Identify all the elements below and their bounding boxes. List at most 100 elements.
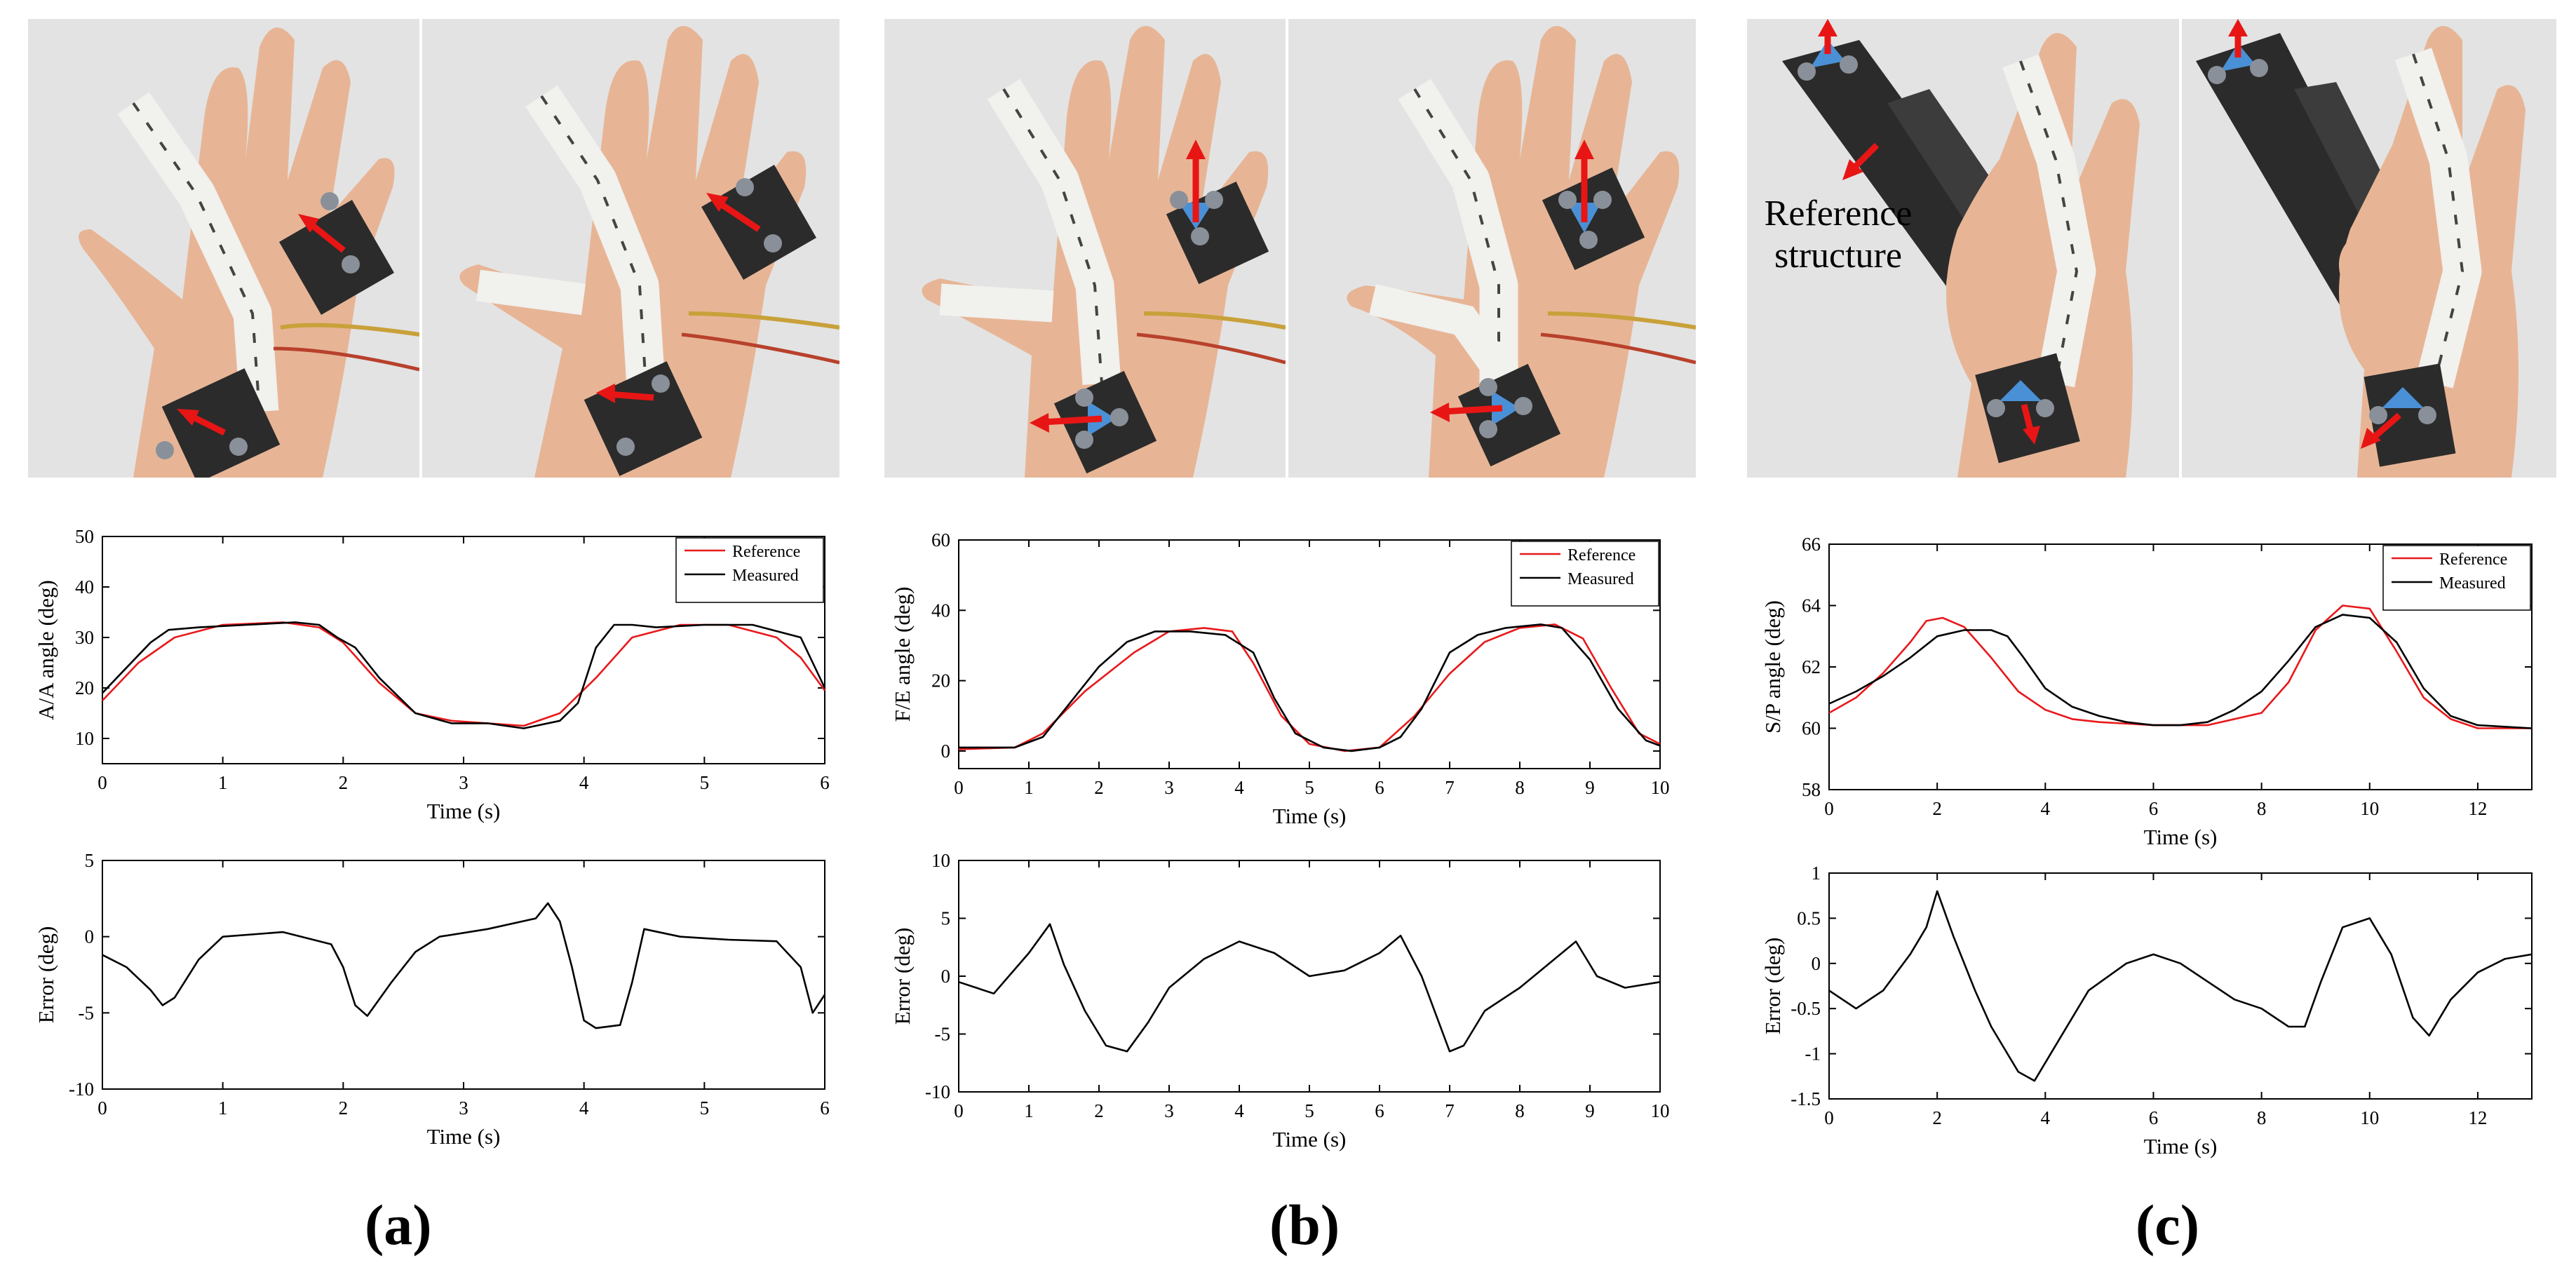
x-tick-label: 12 bbox=[2468, 798, 2487, 819]
hand-exoskeleton-photo bbox=[422, 19, 839, 478]
y-tick-label: 0 bbox=[85, 926, 95, 947]
y-tick-label: 0 bbox=[1812, 953, 1821, 974]
y-tick-label: 58 bbox=[1802, 779, 1821, 800]
x-tick-label: 6 bbox=[2149, 798, 2159, 819]
x-axis-label: Time (s) bbox=[427, 799, 501, 823]
x-tick-label: 7 bbox=[1445, 777, 1455, 798]
chart-b-error: 0 1 2 3 4 5 6 7 8 9 10 -10 -5 0 5 10 Time (s) Error (deg) bbox=[877, 849, 1697, 1164]
y-tick-label: 1 bbox=[1812, 863, 1821, 884]
y-tick-label: 20 bbox=[75, 677, 94, 698]
x-tick-label: 8 bbox=[1515, 1100, 1525, 1121]
x-tick-label: 4 bbox=[1234, 1100, 1244, 1121]
y-tick-label: 30 bbox=[75, 627, 94, 648]
x-axis-label: Time (s) bbox=[1273, 1127, 1347, 1151]
chart-svg: 0 1 2 3 4 5 6 -10 -5 0 5 Time (s) Error (deg) bbox=[34, 850, 830, 1149]
x-tick-label: 4 bbox=[579, 1097, 589, 1119]
chart-b-angle: 0 1 2 3 4 5 6 7 8 9 10 0 20 40 60 Time (s) F/E angle (de… bbox=[877, 526, 1697, 838]
y-tick-label: -10 bbox=[69, 1079, 94, 1100]
legend-label: Reference bbox=[732, 543, 800, 561]
legend-label: Reference bbox=[1567, 546, 1636, 565]
marker-ball-icon bbox=[1798, 55, 2054, 417]
legend-label: Measured bbox=[732, 567, 799, 585]
x-tick-label: 6 bbox=[820, 1097, 830, 1119]
y-tick-label: 64 bbox=[1802, 595, 1821, 616]
y-tick-label: 0 bbox=[941, 741, 951, 762]
x-tick-label: 0 bbox=[954, 1100, 964, 1121]
x-tick-label: 2 bbox=[1094, 777, 1104, 798]
x-tick-label: 9 bbox=[1585, 777, 1595, 798]
legend-box bbox=[2382, 545, 2531, 611]
x-tick-label: 7 bbox=[1445, 1100, 1455, 1121]
red-arrow-icon bbox=[2228, 19, 2401, 449]
chart-a-angle: 0 1 2 3 4 5 6 10 20 30 40 50 Time (s) A/A angle (deg)… bbox=[21, 526, 842, 835]
x-tick-label: 4 bbox=[2041, 798, 2051, 819]
series-line-measured bbox=[102, 621, 826, 729]
hand-exoskeleton-photo bbox=[28, 19, 419, 478]
series-line-reference bbox=[1828, 604, 2532, 729]
series-line-measured bbox=[1828, 614, 2533, 729]
hand-grip-photo bbox=[1747, 19, 2179, 478]
red-arrow-icon bbox=[1030, 140, 1206, 433]
y-tick-label: 50 bbox=[75, 526, 94, 547]
chart-svg: 0 2 4 6 8 10 12 58 60 62 64 66 Time (s) S/P angle (de… bbox=[1760, 534, 2533, 849]
y-axis-label: Error (deg) bbox=[34, 926, 58, 1024]
y-tick-label: 40 bbox=[931, 600, 950, 621]
x-tick-label: 3 bbox=[459, 1097, 468, 1119]
y-tick-label: 66 bbox=[1802, 534, 1821, 555]
legend-box bbox=[675, 537, 824, 603]
plot-frame bbox=[1828, 872, 2533, 1100]
x-tick-label: 0 bbox=[1824, 1107, 1834, 1128]
legend-label: Measured bbox=[1567, 570, 1634, 588]
y-axis-label: S/P angle (deg) bbox=[1760, 600, 1785, 734]
series-line-reference bbox=[958, 623, 1661, 752]
y-tick-label: 0.5 bbox=[1797, 907, 1821, 928]
panel-label-a: (a) bbox=[365, 1193, 432, 1257]
reference-structure-annotation: Reference structure bbox=[1747, 193, 1929, 277]
x-tick-label: 6 bbox=[820, 772, 830, 793]
x-tick-label: 2 bbox=[1932, 798, 1942, 819]
y-tick-label: -1 bbox=[1805, 1043, 1821, 1065]
series-line-reference bbox=[102, 621, 826, 727]
red-arrow-icon bbox=[1818, 19, 2040, 445]
x-tick-label: 6 bbox=[1375, 777, 1384, 798]
x-tick-label: 10 bbox=[1651, 1100, 1670, 1121]
y-tick-label: 0 bbox=[941, 966, 951, 987]
y-tick-label: 5 bbox=[941, 908, 951, 929]
x-tick-label: 8 bbox=[1515, 777, 1525, 798]
y-tick-label: 10 bbox=[75, 728, 94, 749]
x-axis-label: Time (s) bbox=[2144, 825, 2218, 849]
photo-strip-b bbox=[884, 19, 1696, 478]
x-tick-label: 10 bbox=[2360, 798, 2379, 819]
x-tick-label: 5 bbox=[700, 1097, 710, 1119]
marker-ball-icon bbox=[2208, 59, 2436, 424]
x-tick-label: 3 bbox=[459, 772, 468, 793]
series-line-error bbox=[102, 902, 826, 1029]
chart-svg: 0 1 2 3 4 5 6 10 20 30 40 50 Time (s) A/A angle (deg)… bbox=[34, 526, 830, 823]
y-tick-label: 60 bbox=[931, 529, 950, 550]
hand-grip-photo bbox=[2182, 19, 2556, 478]
red-arrow-icon bbox=[1430, 140, 1594, 422]
x-tick-label: 1 bbox=[1024, 1100, 1034, 1121]
x-tick-label: 10 bbox=[2360, 1107, 2379, 1128]
x-tick-label: 1 bbox=[1024, 777, 1034, 798]
y-tick-label: -10 bbox=[925, 1081, 950, 1102]
y-axis-label: A/A angle (deg) bbox=[34, 580, 58, 720]
marker-ball-icon bbox=[1479, 191, 1612, 438]
x-tick-label: 0 bbox=[97, 772, 107, 793]
panel-label-b: (b) bbox=[1269, 1193, 1340, 1257]
annotation-line-1: Reference bbox=[1764, 194, 1913, 234]
marker-ball-icon bbox=[616, 178, 782, 456]
annotation-line-2: structure bbox=[1774, 236, 1902, 276]
x-axis-label: Time (s) bbox=[2144, 1134, 2218, 1158]
x-tick-label: 4 bbox=[579, 772, 589, 793]
chart-c-angle: 0 2 4 6 8 10 12 58 60 62 64 66 Time (s) S/P angle (de… bbox=[1739, 529, 2560, 849]
y-axis-label: Error (deg) bbox=[890, 928, 915, 1025]
legend-label: Reference bbox=[2439, 550, 2507, 569]
panel-label-c: (c) bbox=[2136, 1193, 2200, 1257]
chart-svg: 0 1 2 3 4 5 6 7 8 9 10 0 20 40 60 Time (s) F/E angle (de… bbox=[890, 529, 1670, 828]
hand-exoskeleton-photo bbox=[884, 19, 1286, 478]
x-tick-label: 1 bbox=[218, 1097, 228, 1119]
series-line-error bbox=[958, 923, 1661, 1053]
y-tick-label: -5 bbox=[79, 1002, 95, 1023]
